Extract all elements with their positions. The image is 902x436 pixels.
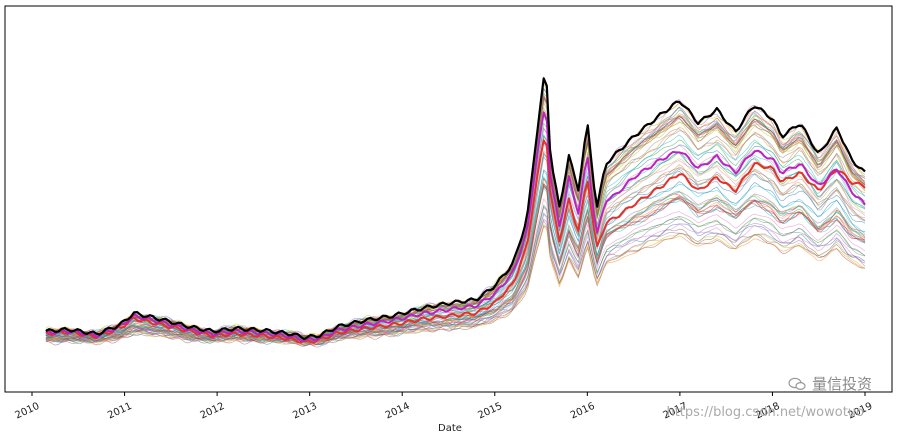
x-tick-label: 2014 [384,401,412,422]
highlighted-series-group [45,77,866,344]
x-tick-label: 2015 [476,401,504,422]
watermark-brand: 量信投资 [788,373,872,394]
background-series-line [45,204,866,343]
highlighted-series-line [45,139,866,344]
highlighted-series-line [45,77,866,341]
watermark-brand-text: 量信投资 [811,375,872,393]
watermark-url: https://blog.csdn.net/wowotuo [666,405,864,420]
background-series-line [45,198,866,344]
x-tick-label: 2011 [106,401,134,422]
background-series-line [45,218,866,348]
background-series-line [45,182,866,344]
x-tick-label: 2016 [569,401,597,422]
highlighted-series-line [45,111,866,342]
background-series-line [45,187,866,346]
background-series-line [45,183,866,346]
background-series-line [45,225,866,346]
x-tick-label: 2010 [14,401,42,422]
x-tick-label: 2013 [291,401,319,422]
wechat-icon [788,377,806,390]
background-series-line [45,96,866,340]
background-series-line [45,223,866,345]
x-tick-label: 2012 [199,401,227,422]
background-series-line [45,226,866,346]
x-axis-title: Date [438,423,462,434]
